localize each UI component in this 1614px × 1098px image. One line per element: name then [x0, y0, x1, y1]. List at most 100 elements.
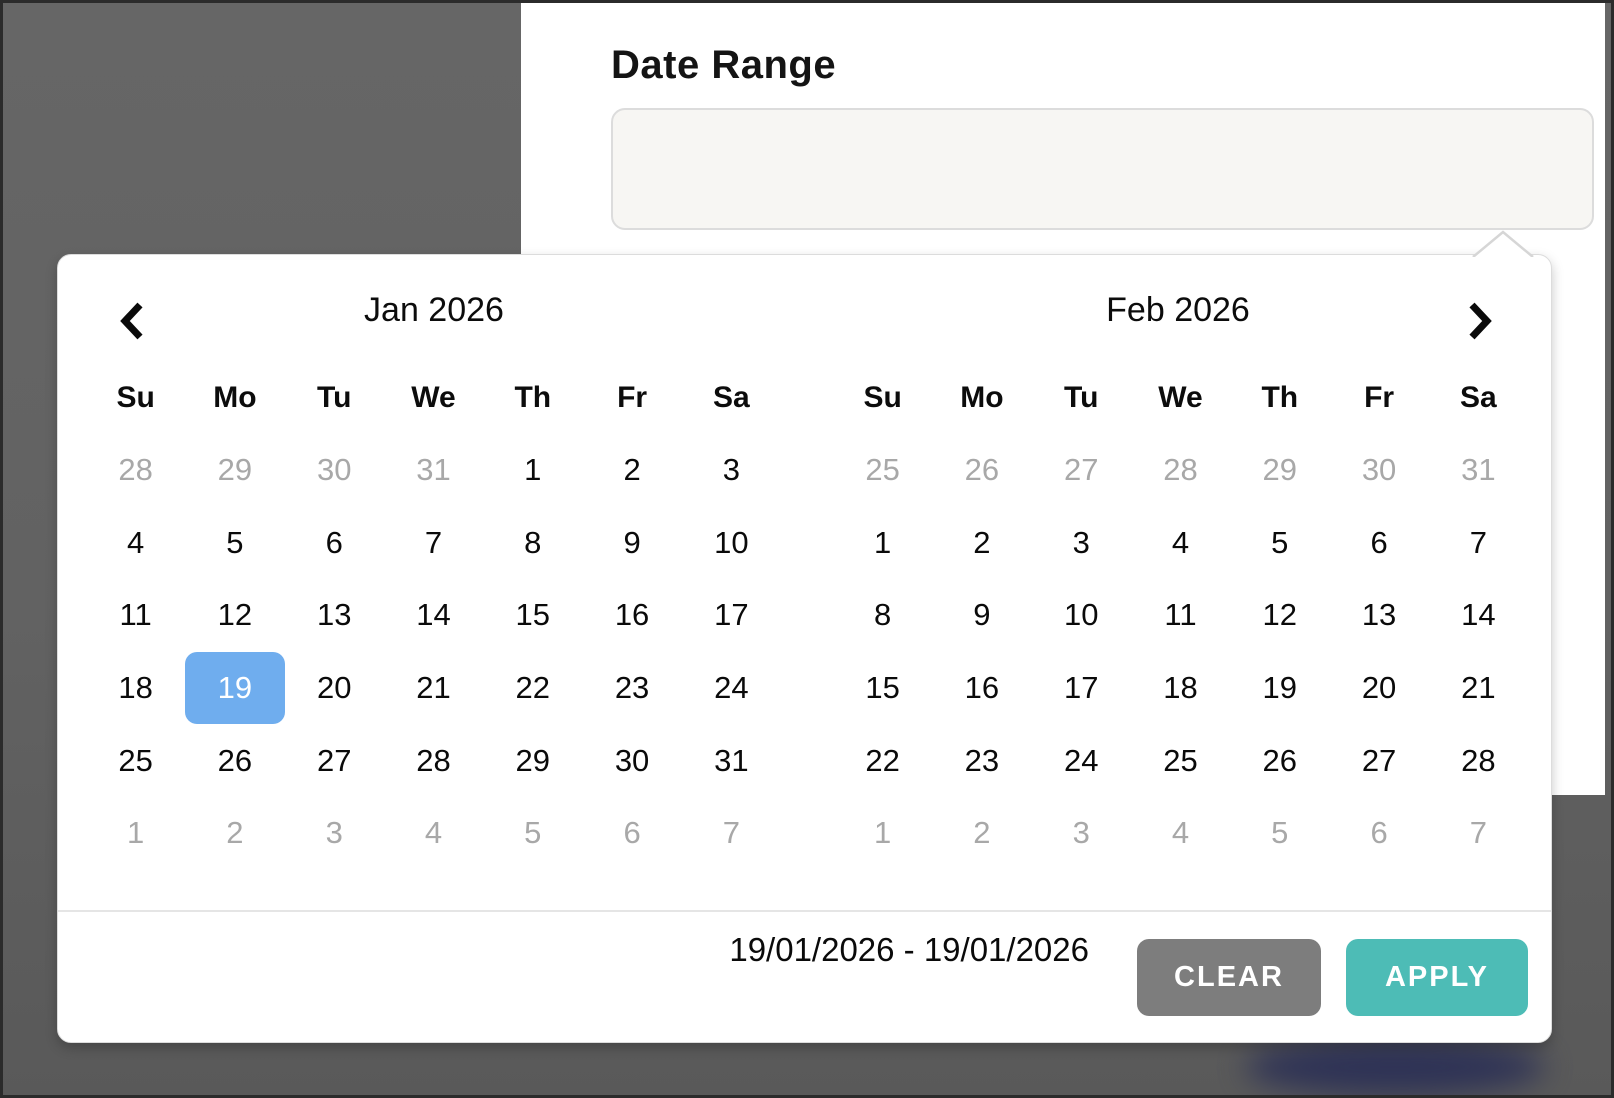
weekday-label: Sa — [712, 381, 750, 414]
day-cell[interactable]: 10 — [1063, 597, 1099, 633]
day-cell[interactable]: 25 — [118, 742, 153, 778]
day-cell[interactable]: 6 — [1370, 524, 1388, 560]
day-cell[interactable]: 5 — [1271, 524, 1289, 560]
day-cell[interactable]: 31 — [416, 452, 451, 488]
day-cell[interactable]: 28 — [1163, 452, 1198, 488]
apply-button[interactable]: APPLY — [1346, 939, 1528, 1016]
weekday-label: Su — [116, 381, 155, 414]
day-cell[interactable]: 2 — [623, 452, 641, 488]
day-cell[interactable]: 27 — [1361, 742, 1397, 778]
day-cell[interactable]: 11 — [1164, 597, 1197, 633]
day-cell[interactable]: 25 — [1163, 742, 1198, 778]
day-cell[interactable]: 28 — [416, 742, 451, 778]
day-cell[interactable]: 3 — [1072, 815, 1090, 851]
day-cell[interactable]: 27 — [1063, 452, 1099, 488]
day-cell[interactable]: 1 — [874, 815, 892, 851]
day-cell[interactable]: 8 — [874, 597, 892, 633]
day-cell[interactable]: 12 — [1262, 597, 1298, 633]
day-cell[interactable]: 5 — [1271, 815, 1289, 851]
day-cell[interactable]: 6 — [325, 524, 343, 560]
day-cell[interactable]: 16 — [964, 670, 1000, 706]
chevron-left-icon — [120, 302, 143, 340]
day-cell[interactable]: 4 — [1171, 524, 1190, 560]
day-cell[interactable]: 24 — [714, 670, 749, 706]
day-cell[interactable]: 9 — [623, 524, 641, 560]
day-cell[interactable]: 21 — [416, 670, 451, 706]
day-cell[interactable]: 2 — [973, 524, 991, 560]
day-cell[interactable]: 18 — [1163, 670, 1198, 706]
day-cell[interactable]: 10 — [714, 524, 749, 560]
weekday-label: We — [411, 381, 456, 414]
day-cell[interactable]: 20 — [316, 670, 352, 706]
day-cell[interactable]: 28 — [118, 452, 153, 488]
day-cell[interactable]: 12 — [217, 597, 253, 633]
day-cell[interactable]: 17 — [1063, 670, 1099, 706]
day-cell[interactable]: 31 — [1461, 452, 1496, 488]
day-cell[interactable]: 26 — [964, 452, 1000, 488]
day-cell[interactable]: 7 — [722, 815, 740, 851]
day-cell[interactable]: 9 — [973, 597, 991, 633]
day-cell[interactable]: 3 — [325, 815, 343, 851]
day-cell[interactable]: 4 — [127, 524, 145, 560]
day-cell[interactable]: 24 — [1063, 742, 1099, 778]
day-cell[interactable]: 4 — [1171, 815, 1190, 851]
date-range-input[interactable] — [611, 108, 1594, 230]
day-cell[interactable]: 18 — [118, 670, 153, 706]
day-cell[interactable]: 6 — [1370, 815, 1388, 851]
day-cell[interactable]: 3 — [1072, 524, 1090, 560]
day-cell[interactable]: 15 — [515, 597, 551, 633]
footer-divider — [58, 910, 1551, 912]
day-cell[interactable]: 2 — [973, 815, 991, 851]
day-cell[interactable]: 29 — [515, 742, 551, 778]
day-cell[interactable]: 29 — [217, 452, 253, 488]
day-cell[interactable]: 23 — [964, 742, 1000, 778]
day-cell[interactable]: 15 — [865, 670, 900, 706]
day-cell[interactable]: 1 — [874, 524, 892, 560]
day-cell[interactable]: 26 — [217, 742, 253, 778]
day-cell[interactable]: 2 — [226, 815, 244, 851]
day-cell[interactable]: 30 — [614, 742, 650, 778]
day-cell[interactable]: 30 — [1361, 452, 1397, 488]
day-cell[interactable]: 17 — [714, 597, 749, 633]
day-cell[interactable]: 19 — [1262, 670, 1298, 706]
day-cell[interactable]: 7 — [424, 524, 443, 560]
previous-month-button[interactable] — [116, 300, 146, 342]
day-cell[interactable]: 3 — [722, 452, 740, 488]
calendar-month-jan: Su Mo Tu We Th Fr Sa 28 29 30 31 1 2 3 4 5 6 7 8 9 10 11 12 13… — [86, 368, 781, 870]
day-cell[interactable]: 22 — [515, 670, 551, 706]
clear-button[interactable]: CLEAR — [1137, 939, 1321, 1016]
day-cell[interactable]: 7 — [1469, 815, 1487, 851]
day-cell[interactable]: 22 — [865, 742, 900, 778]
day-cell[interactable]: 26 — [1262, 742, 1298, 778]
day-cell[interactable]: 20 — [1361, 670, 1397, 706]
weekday-label: Th — [514, 381, 552, 414]
day-cell[interactable]: 25 — [865, 452, 900, 488]
day-cell[interactable]: 1 — [524, 452, 542, 488]
day-cell[interactable]: 16 — [614, 597, 650, 633]
day-cell[interactable]: 13 — [1361, 597, 1397, 633]
day-cell[interactable]: 4 — [424, 815, 443, 851]
day-cell[interactable]: 13 — [316, 597, 352, 633]
day-cell[interactable]: 30 — [316, 452, 352, 488]
weekday-header-row: Su Mo Tu We Th Fr Sa — [833, 368, 1528, 428]
day-cell[interactable]: 29 — [1262, 452, 1298, 488]
day-cell[interactable]: 14 — [1461, 597, 1496, 633]
day-cell[interactable]: 11 — [119, 597, 152, 633]
day-cell[interactable]: 8 — [524, 524, 542, 560]
day-cell[interactable]: 5 — [226, 524, 244, 560]
day-cell[interactable]: 7 — [1469, 524, 1487, 560]
next-month-button[interactable] — [1466, 300, 1496, 342]
weekday-label: Su — [863, 381, 902, 414]
day-cell[interactable]: 31 — [714, 742, 749, 778]
day-cell[interactable]: 21 — [1461, 670, 1496, 706]
day-cell[interactable]: 27 — [316, 742, 352, 778]
day-cell[interactable]: 6 — [623, 815, 641, 851]
day-cell[interactable]: 14 — [416, 597, 451, 633]
weekday-label: Fr — [617, 381, 648, 414]
day-cell[interactable]: 1 — [127, 815, 145, 851]
day-cell[interactable]: 5 — [524, 815, 542, 851]
day-cell[interactable]: 23 — [614, 670, 650, 706]
date-range-picker-popup: Jan 2026 Feb 2026 Su Mo Tu We Th Fr Sa 28 29 30 3… — [57, 254, 1552, 1043]
day-cell-selected[interactable]: 19 — [185, 651, 285, 725]
day-cell[interactable]: 28 — [1461, 742, 1496, 778]
